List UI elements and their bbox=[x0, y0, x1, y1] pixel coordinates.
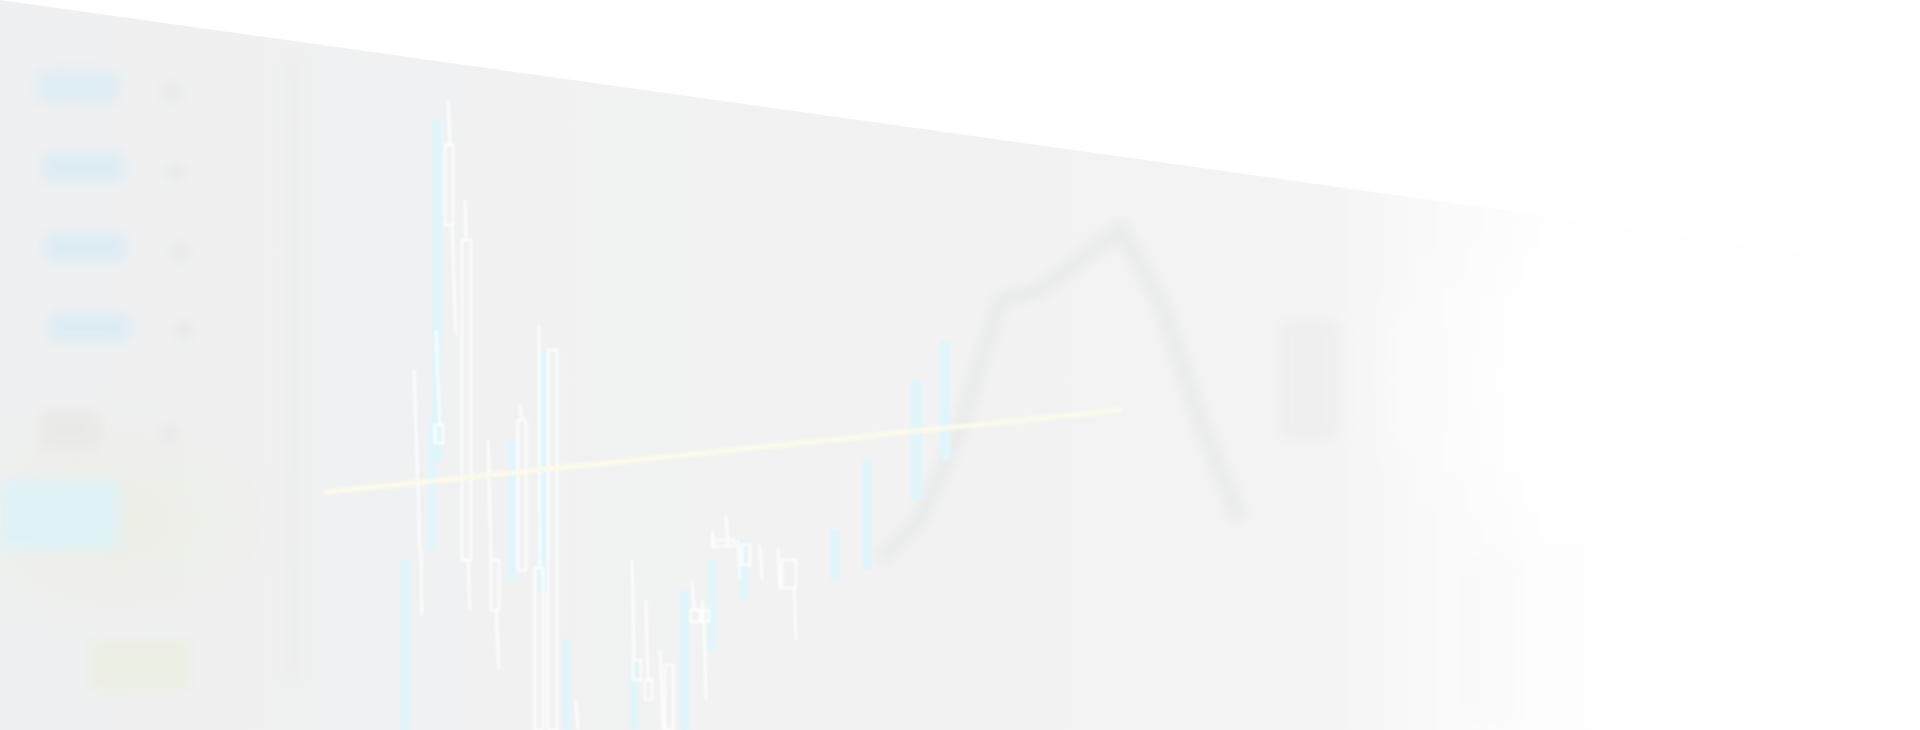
candle-outlines bbox=[412, 99, 798, 730]
candle-bodies bbox=[400, 120, 950, 730]
order-book-panel-graphic bbox=[0, 60, 298, 690]
right-fade-overlay bbox=[1330, 186, 1920, 730]
trend-line-graphic bbox=[323, 407, 1123, 495]
